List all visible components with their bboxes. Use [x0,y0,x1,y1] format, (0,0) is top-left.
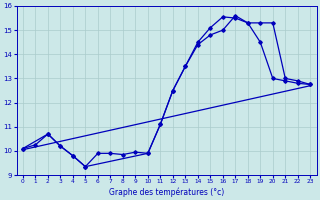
X-axis label: Graphe des températures (°c): Graphe des températures (°c) [109,187,224,197]
